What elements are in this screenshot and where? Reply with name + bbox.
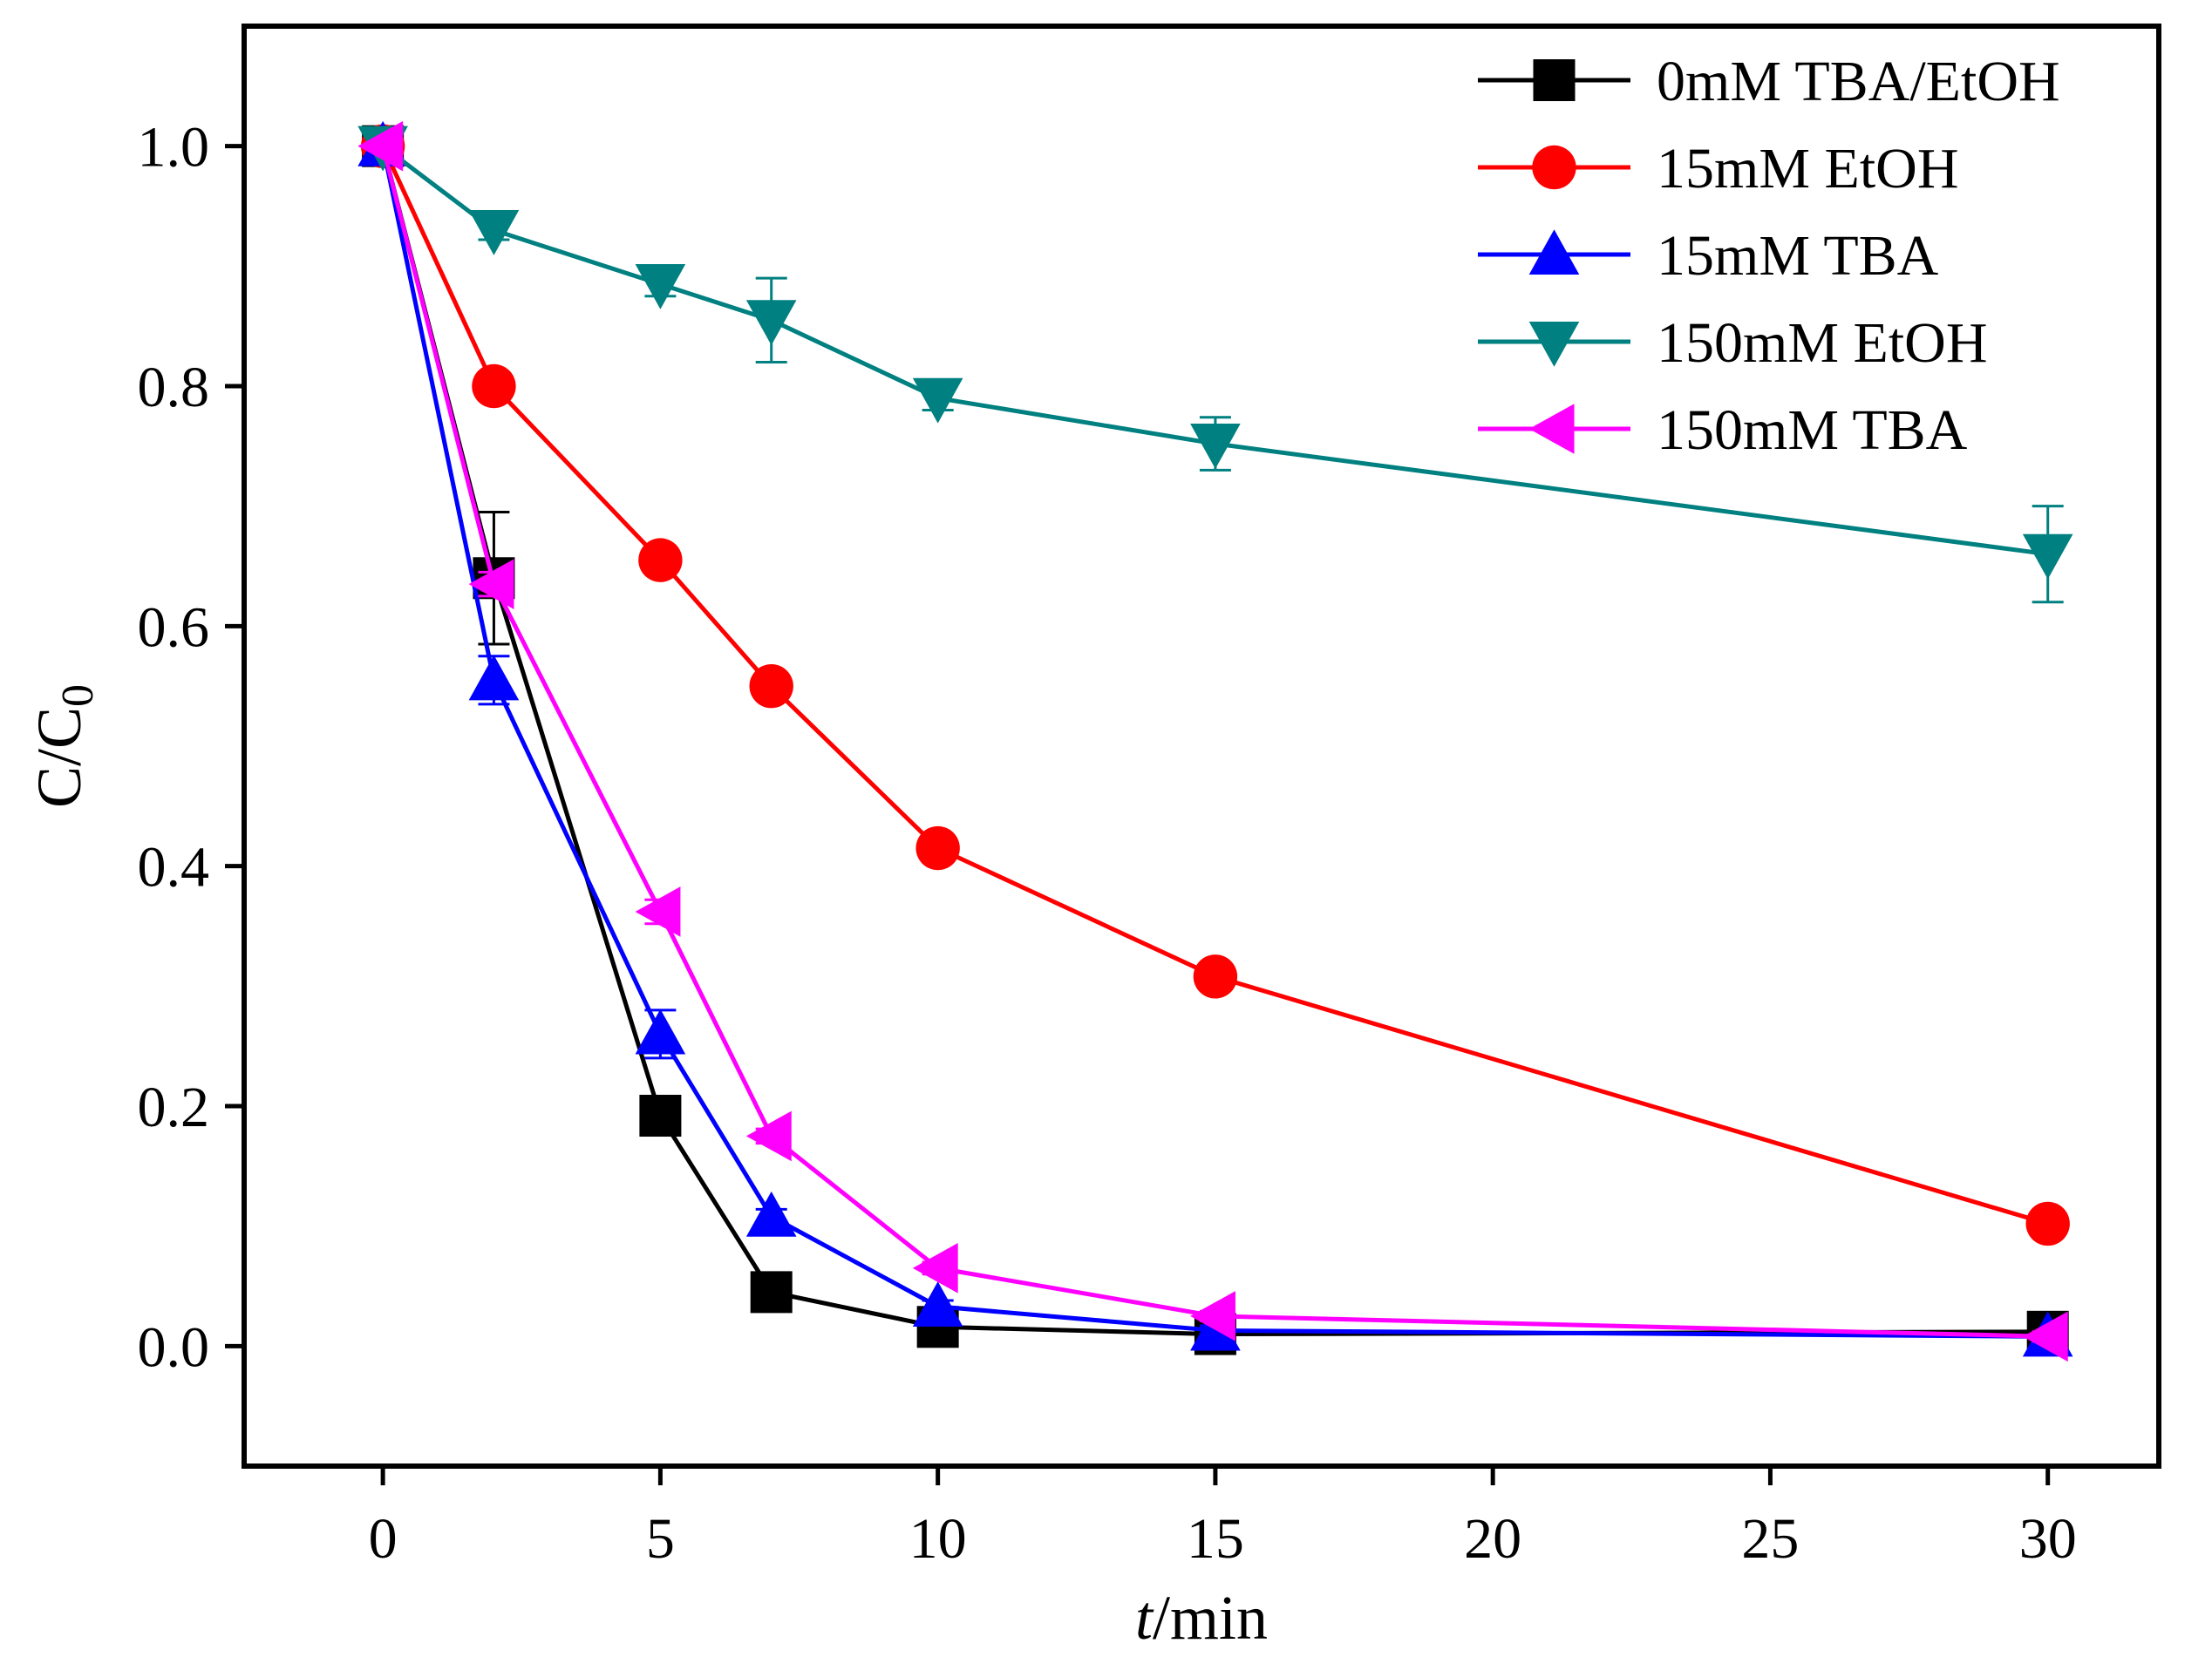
y-axis-title: C/C0 [24, 684, 103, 808]
x-axis-title: t/min [1135, 1583, 1268, 1653]
data-point [357, 120, 404, 172]
data-point [635, 263, 686, 309]
x-tick-label: 25 [1741, 1507, 1799, 1571]
data-point [915, 825, 960, 871]
series-layer [357, 120, 2073, 1362]
x-axis-title-variable: t [1135, 1583, 1154, 1653]
legend-marker [1528, 229, 1580, 275]
legend-item: 15mM EtOH [1478, 137, 1959, 200]
legend-item: 15mM TBA [1478, 224, 1939, 288]
data-point [639, 1095, 682, 1137]
data-point [468, 559, 514, 609]
y-tick-label: 0.0 [138, 1315, 210, 1379]
y-tick-label: 0.8 [138, 356, 210, 419]
legend-label: 0mM TBA/EtOH [1657, 50, 2060, 113]
x-tick-label: 20 [1464, 1507, 1521, 1571]
data-point [635, 886, 681, 937]
data-point [468, 209, 520, 255]
y-tick-label: 1.0 [138, 116, 210, 180]
y-tick-label: 0.2 [138, 1076, 210, 1139]
data-point [2025, 1201, 2070, 1246]
legend: 0mM TBA/EtOH 15mM EtOH 15mM TBA 150mM EtOH 1… [1478, 50, 2060, 462]
legend-marker [1532, 145, 1576, 190]
data-point [912, 377, 963, 424]
series-15mm-etoh [360, 124, 2070, 1246]
data-point [745, 1110, 792, 1162]
data-point [912, 1243, 958, 1294]
x-tick-label: 0 [369, 1507, 398, 1571]
plot-frame [242, 24, 2161, 1469]
data-point [749, 663, 793, 709]
data-point [2022, 533, 2073, 580]
x-tick-label: 10 [909, 1507, 967, 1571]
x-tick-label: 30 [2019, 1507, 2077, 1571]
legend-item: 150mM TBA [1478, 398, 1968, 462]
data-point [1190, 1291, 1235, 1341]
x-tick-label: 5 [646, 1507, 675, 1571]
y-axis: 0.0 0.2 0.4 0.6 0.8 1.0 [138, 116, 244, 1379]
legend-item: 0mM TBA/EtOH [1478, 50, 2060, 113]
legend-label: 150mM EtOH [1657, 311, 1988, 375]
data-point [2022, 1311, 2068, 1362]
data-point [472, 363, 516, 409]
data-point [468, 655, 520, 701]
data-point [635, 1008, 686, 1055]
data-point [745, 1191, 797, 1237]
legend-marker [1528, 321, 1580, 367]
data-point [745, 300, 797, 346]
series-150mm-tba [357, 120, 2068, 1362]
x-tick-label: 15 [1187, 1507, 1244, 1571]
x-axis-title-unit: /min [1153, 1583, 1268, 1653]
x-axis: 0 5 10 15 20 25 30 [369, 1466, 2077, 1571]
y-tick-label: 0.4 [138, 836, 210, 900]
legend-label: 150mM TBA [1657, 398, 1968, 462]
legend-label: 15mM TBA [1657, 224, 1939, 288]
data-point [912, 1281, 963, 1327]
y-tick-label: 0.6 [138, 595, 210, 659]
legend-marker [1528, 404, 1575, 454]
y-axis-title-main: C/C [24, 707, 94, 808]
legend-marker [1533, 59, 1576, 101]
legend-label: 15mM EtOH [1657, 137, 1959, 200]
data-point [1190, 424, 1241, 469]
y-axis-title-subscript: 0 [53, 684, 103, 707]
data-point [638, 538, 683, 582]
data-point [750, 1271, 793, 1314]
data-point [1193, 954, 1238, 999]
legend-item: 150mM EtOH [1478, 311, 1988, 375]
